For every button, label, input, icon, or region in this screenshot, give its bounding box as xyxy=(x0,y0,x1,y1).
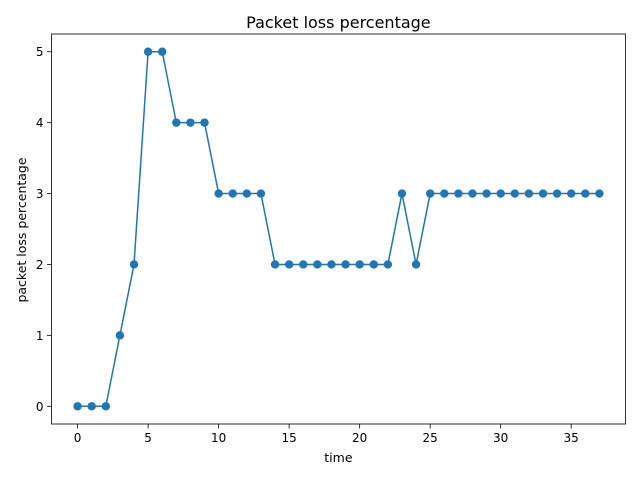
data-point xyxy=(186,118,195,127)
y-tick-label: 1 xyxy=(36,329,44,343)
x-axis-label: time xyxy=(324,450,353,465)
data-point xyxy=(524,189,534,198)
chart-title: Packet loss percentage xyxy=(246,13,431,32)
x-tick-label: 25 xyxy=(423,431,438,445)
data-point xyxy=(369,260,378,269)
data-point xyxy=(496,189,505,198)
y-tick-label: 5 xyxy=(36,45,44,59)
data-point xyxy=(214,189,223,198)
data-point xyxy=(101,402,111,411)
data-point xyxy=(397,189,407,198)
x-tick-label: 15 xyxy=(281,431,296,445)
data-point xyxy=(143,47,153,56)
plot-area: 0 5 10 15 20 25 30 35 0 1 2 3 4 5 xyxy=(36,33,626,445)
data-point xyxy=(341,260,350,269)
y-tick-label: 4 xyxy=(36,116,44,130)
data-point xyxy=(581,189,590,198)
x-tick-label: 5 xyxy=(144,431,152,445)
data-point xyxy=(355,260,364,269)
data-point xyxy=(454,189,463,198)
data-point xyxy=(425,189,435,198)
y-tick-label: 2 xyxy=(36,258,44,272)
data-point xyxy=(228,189,237,198)
y-tick-label: 0 xyxy=(36,400,44,414)
data-point xyxy=(256,189,266,198)
data-point xyxy=(172,118,181,127)
data-point xyxy=(411,260,421,269)
data-point xyxy=(567,189,576,198)
data-point xyxy=(468,189,477,198)
data-point xyxy=(299,260,308,269)
data-point xyxy=(482,189,491,198)
data-point xyxy=(327,260,336,269)
x-tick-label: 10 xyxy=(211,431,226,445)
x-tick-label: 30 xyxy=(493,431,508,445)
data-point xyxy=(158,47,167,56)
data-point xyxy=(87,402,96,411)
data-point xyxy=(200,118,209,127)
x-tick-label: 35 xyxy=(564,431,579,445)
data-point xyxy=(73,402,82,411)
data-point xyxy=(313,260,322,269)
data-point xyxy=(440,189,449,198)
data-point xyxy=(270,260,280,269)
x-tick-label: 20 xyxy=(352,431,367,445)
data-point xyxy=(383,260,393,269)
data-point xyxy=(129,260,139,269)
x-tick-label: 0 xyxy=(74,431,82,445)
data-point xyxy=(115,331,125,340)
data-point xyxy=(510,189,519,198)
data-point xyxy=(538,189,548,198)
data-point xyxy=(242,189,252,198)
data-point xyxy=(552,189,562,198)
y-axis-label: packet loss percentage xyxy=(14,157,29,302)
data-point xyxy=(284,260,294,269)
plot-frame xyxy=(51,33,626,425)
y-tick-label: 3 xyxy=(36,187,44,201)
data-point xyxy=(595,189,604,198)
